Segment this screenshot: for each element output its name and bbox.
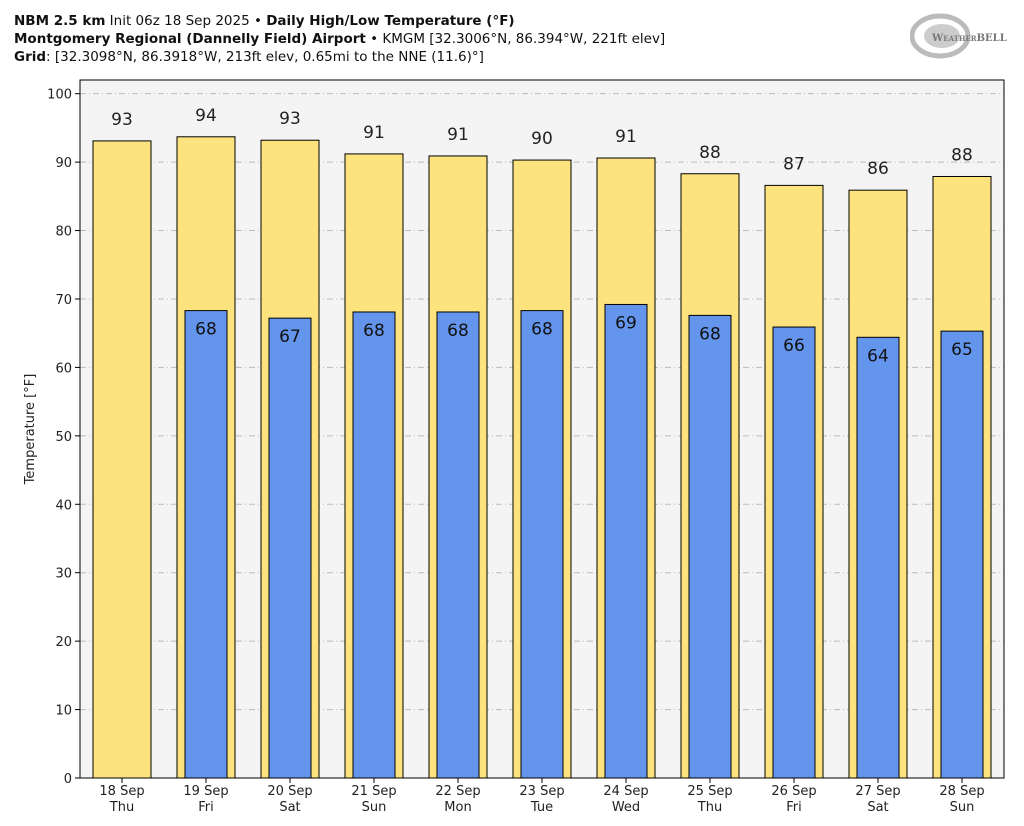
x-tick-label-date: 28 Sep	[939, 784, 984, 799]
x-tick-label-date: 25 Sep	[687, 784, 732, 799]
model-name: NBM 2.5 km	[14, 13, 106, 29]
y-tick-label: 60	[55, 361, 72, 376]
chart-header: NBM 2.5 km Init 06z 18 Sep 2025 • Daily …	[14, 12, 665, 66]
station-info: • KMGM [32.3006°N, 86.394°W, 221ft elev]	[365, 31, 666, 47]
x-tick-label-day: Tue	[530, 800, 553, 815]
high-temp-label: 88	[699, 143, 721, 163]
high-temp-label: 91	[615, 127, 637, 147]
x-tick-label-date: 26 Sep	[771, 784, 816, 799]
x-tick-label-day: Thu	[697, 800, 722, 815]
header-line-1: NBM 2.5 km Init 06z 18 Sep 2025 • Daily …	[14, 12, 665, 30]
high-temp-label: 94	[195, 106, 217, 126]
x-tick-label-day: Sat	[279, 800, 300, 815]
x-tick-label-date: 19 Sep	[183, 784, 228, 799]
x-tick-label-date: 18 Sep	[99, 784, 144, 799]
x-tick-label-date: 24 Sep	[603, 784, 648, 799]
x-tick-label-day: Fri	[198, 800, 214, 815]
y-tick-label: 30	[55, 567, 72, 582]
chart-title: Daily High/Low Temperature (°F)	[266, 13, 515, 29]
x-tick-label-date: 20 Sep	[267, 784, 312, 799]
y-tick-label: 20	[55, 635, 72, 650]
y-tick-label: 0	[64, 772, 72, 787]
low-temp-label: 68	[363, 321, 385, 341]
low-temp-label: 68	[699, 324, 721, 344]
low-temp-label: 64	[867, 346, 889, 366]
high-temp-label: 87	[783, 154, 805, 174]
high-temp-label: 91	[363, 123, 385, 143]
y-tick-label: 100	[47, 88, 72, 103]
y-tick-label: 40	[55, 498, 72, 513]
x-tick-label-date: 22 Sep	[435, 784, 480, 799]
y-tick-label: 10	[55, 704, 72, 719]
low-temp-bar	[688, 314, 732, 779]
low-temp-label: 68	[531, 320, 553, 340]
x-tick-label-day: Sun	[362, 800, 387, 815]
low-temp-label: 68	[447, 321, 469, 341]
low-temp-label: 69	[615, 313, 637, 333]
svg-text:WEATHERBELL: WEATHERBELL	[931, 33, 1007, 44]
x-tick-label-date: 21 Sep	[351, 784, 396, 799]
low-temp-bar	[520, 310, 564, 779]
x-tick-label-day: Mon	[444, 800, 471, 815]
init-time: Init 06z 18 Sep 2025 •	[105, 13, 267, 29]
x-tick-label-day: Thu	[109, 800, 134, 815]
y-tick-label: 50	[55, 430, 72, 445]
low-temp-bar	[352, 311, 396, 779]
grid-label: Grid	[14, 49, 47, 65]
high-temp-label: 91	[447, 125, 469, 145]
low-temp-bar	[856, 336, 900, 779]
x-tick-label-day: Wed	[612, 800, 640, 815]
header-line-3: Grid: [32.3098°N, 86.3918°W, 213ft elev,…	[14, 48, 665, 66]
plot-frame	[79, 79, 1005, 779]
weatherbell-logo: WEATHERBELL	[910, 13, 1007, 59]
high-temp-label: 93	[279, 109, 301, 129]
y-tick-label: 70	[55, 293, 72, 308]
low-temp-label: 68	[195, 320, 217, 340]
low-temp-label: 66	[783, 336, 805, 356]
high-temp-label: 88	[951, 145, 973, 165]
low-temp-label: 67	[279, 327, 301, 347]
high-temp-label: 90	[531, 129, 553, 149]
x-tick-label-day: Sat	[867, 800, 888, 815]
high-temp-label: 86	[867, 159, 889, 179]
low-temp-bar	[604, 303, 648, 779]
y-tick-label: 90	[55, 156, 72, 171]
header-line-2: Montgomery Regional (Dannelly Field) Air…	[14, 30, 665, 48]
grid-info: : [32.3098°N, 86.3918°W, 213ft elev, 0.6…	[46, 49, 484, 65]
low-temp-bar	[184, 310, 228, 779]
x-tick-label-day: Sun	[950, 800, 975, 815]
low-temp-bar	[436, 311, 480, 779]
x-tick-label-date: 27 Sep	[855, 784, 900, 799]
x-tick-label-day: Fri	[786, 800, 802, 815]
high-temp-label: 93	[111, 110, 133, 130]
station-name: Montgomery Regional (Dannelly Field) Air…	[14, 31, 366, 47]
high-temp-bar	[92, 140, 152, 779]
low-temp-bar	[268, 317, 312, 779]
low-temp-bar	[772, 326, 816, 779]
x-tick-label-date: 23 Sep	[519, 784, 564, 799]
low-temp-bar	[940, 330, 984, 779]
low-temp-label: 65	[951, 340, 973, 360]
y-tick-label: 80	[55, 225, 72, 240]
y-axis-label: Temperature [°F]	[23, 374, 38, 486]
